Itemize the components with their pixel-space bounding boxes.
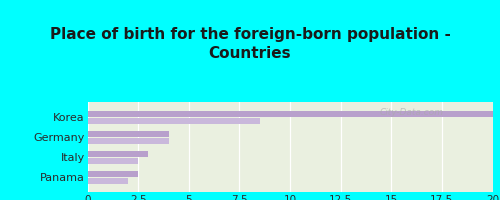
Bar [88,178,128,184]
Bar [88,170,138,176]
Text: Place of birth for the foreign-born population -
Countries: Place of birth for the foreign-born popu… [50,27,450,61]
Bar [88,117,260,123]
Text: City-Data.com: City-Data.com [380,108,444,117]
Bar [88,158,138,164]
Bar [88,110,492,116]
Bar [88,138,168,144]
Bar [88,150,148,156]
Bar [88,130,168,136]
